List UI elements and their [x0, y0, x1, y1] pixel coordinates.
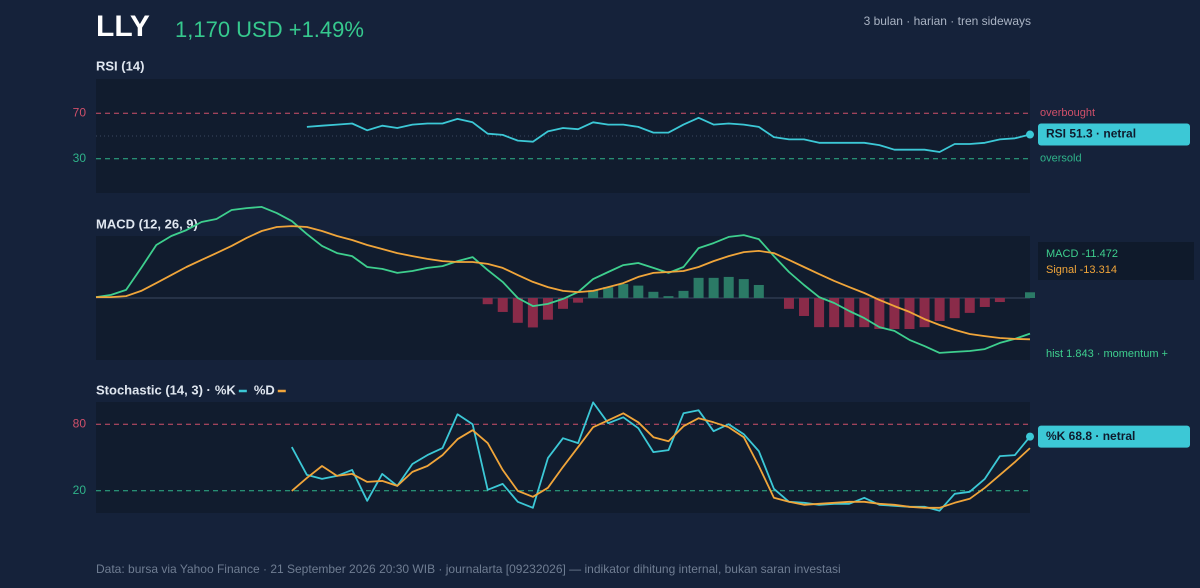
- series-line: [306, 116, 1031, 153]
- readout: MACD -11.472: [1046, 248, 1118, 260]
- subtitle: 3 bulan · harian · tren sideways: [864, 14, 1031, 28]
- histogram-bar: [678, 290, 689, 298]
- histogram-bar: [708, 277, 719, 298]
- y-tick-label: 80: [73, 416, 87, 430]
- histogram-bar: [874, 298, 885, 329]
- badge: [1038, 123, 1190, 146]
- legend-label: %D: [254, 382, 275, 397]
- footer: Data: bursa via Yahoo Finance · 21 Septe…: [96, 562, 841, 576]
- histogram-bar: [859, 298, 870, 328]
- panel: [96, 79, 1030, 193]
- histogram-bar: [738, 279, 749, 298]
- histogram-bar: [1025, 292, 1035, 298]
- histogram-bar: [814, 298, 825, 328]
- readout: Signal -13.314: [1046, 264, 1117, 276]
- readout: hist 1.843 · momentum +: [1046, 348, 1168, 360]
- legend-label: %K: [215, 382, 237, 397]
- histogram-bar: [512, 298, 523, 323]
- histogram-bar: [799, 298, 810, 316]
- histogram-bar: [829, 298, 840, 328]
- histogram-bar: [889, 298, 900, 329]
- histogram-bar: [633, 285, 644, 298]
- badge-label: %K 68.8 · netral: [1046, 429, 1135, 443]
- series-line: [291, 412, 1031, 509]
- price: 1,170 USD +1.49%: [175, 17, 364, 42]
- histogram-bar: [904, 298, 915, 329]
- panel-title: RSI (14): [96, 58, 144, 73]
- series-line: [96, 225, 1031, 341]
- level-label: overbought: [1040, 107, 1095, 119]
- histogram-bar: [693, 277, 704, 298]
- histogram-bar: [844, 298, 855, 328]
- histogram-bar: [603, 287, 614, 298]
- histogram-bar: [723, 276, 734, 298]
- histogram-bar: [919, 298, 930, 328]
- histogram-bar: [588, 290, 599, 298]
- ticker: LLY: [96, 10, 150, 43]
- y-tick-label: 30: [73, 151, 87, 165]
- panel-title: Stochastic (14, 3) ·: [96, 382, 211, 397]
- panel: [96, 402, 1030, 513]
- last-point: [1026, 130, 1034, 139]
- level-label: oversold: [1040, 153, 1082, 165]
- badge: [1038, 425, 1190, 448]
- histogram-bar: [663, 296, 674, 298]
- histogram-bar: [558, 298, 568, 309]
- histogram-bar: [964, 298, 975, 313]
- histogram-bar: [949, 298, 960, 319]
- badge-label: RSI 51.3 · netral: [1046, 127, 1136, 141]
- histogram-bar: [934, 298, 945, 321]
- histogram-bar: [527, 298, 538, 328]
- histogram-bar: [994, 298, 1005, 303]
- series-line: [95, 206, 1031, 354]
- histogram-bar: [542, 298, 553, 320]
- histogram-bar: [482, 298, 493, 305]
- readout-box: [1038, 242, 1194, 280]
- y-tick-label: 20: [73, 483, 87, 497]
- histogram-bar: [648, 291, 659, 298]
- histogram-bar: [753, 284, 764, 298]
- last-point: [1026, 432, 1034, 441]
- histogram-bar: [979, 298, 990, 307]
- panel-title: MACD (12, 26, 9): [96, 216, 198, 231]
- histogram-bar: [783, 298, 794, 309]
- histogram-bar: [573, 298, 584, 303]
- histogram-bar: [497, 298, 508, 312]
- y-tick-label: 70: [73, 105, 87, 119]
- histogram-bar: [618, 284, 629, 298]
